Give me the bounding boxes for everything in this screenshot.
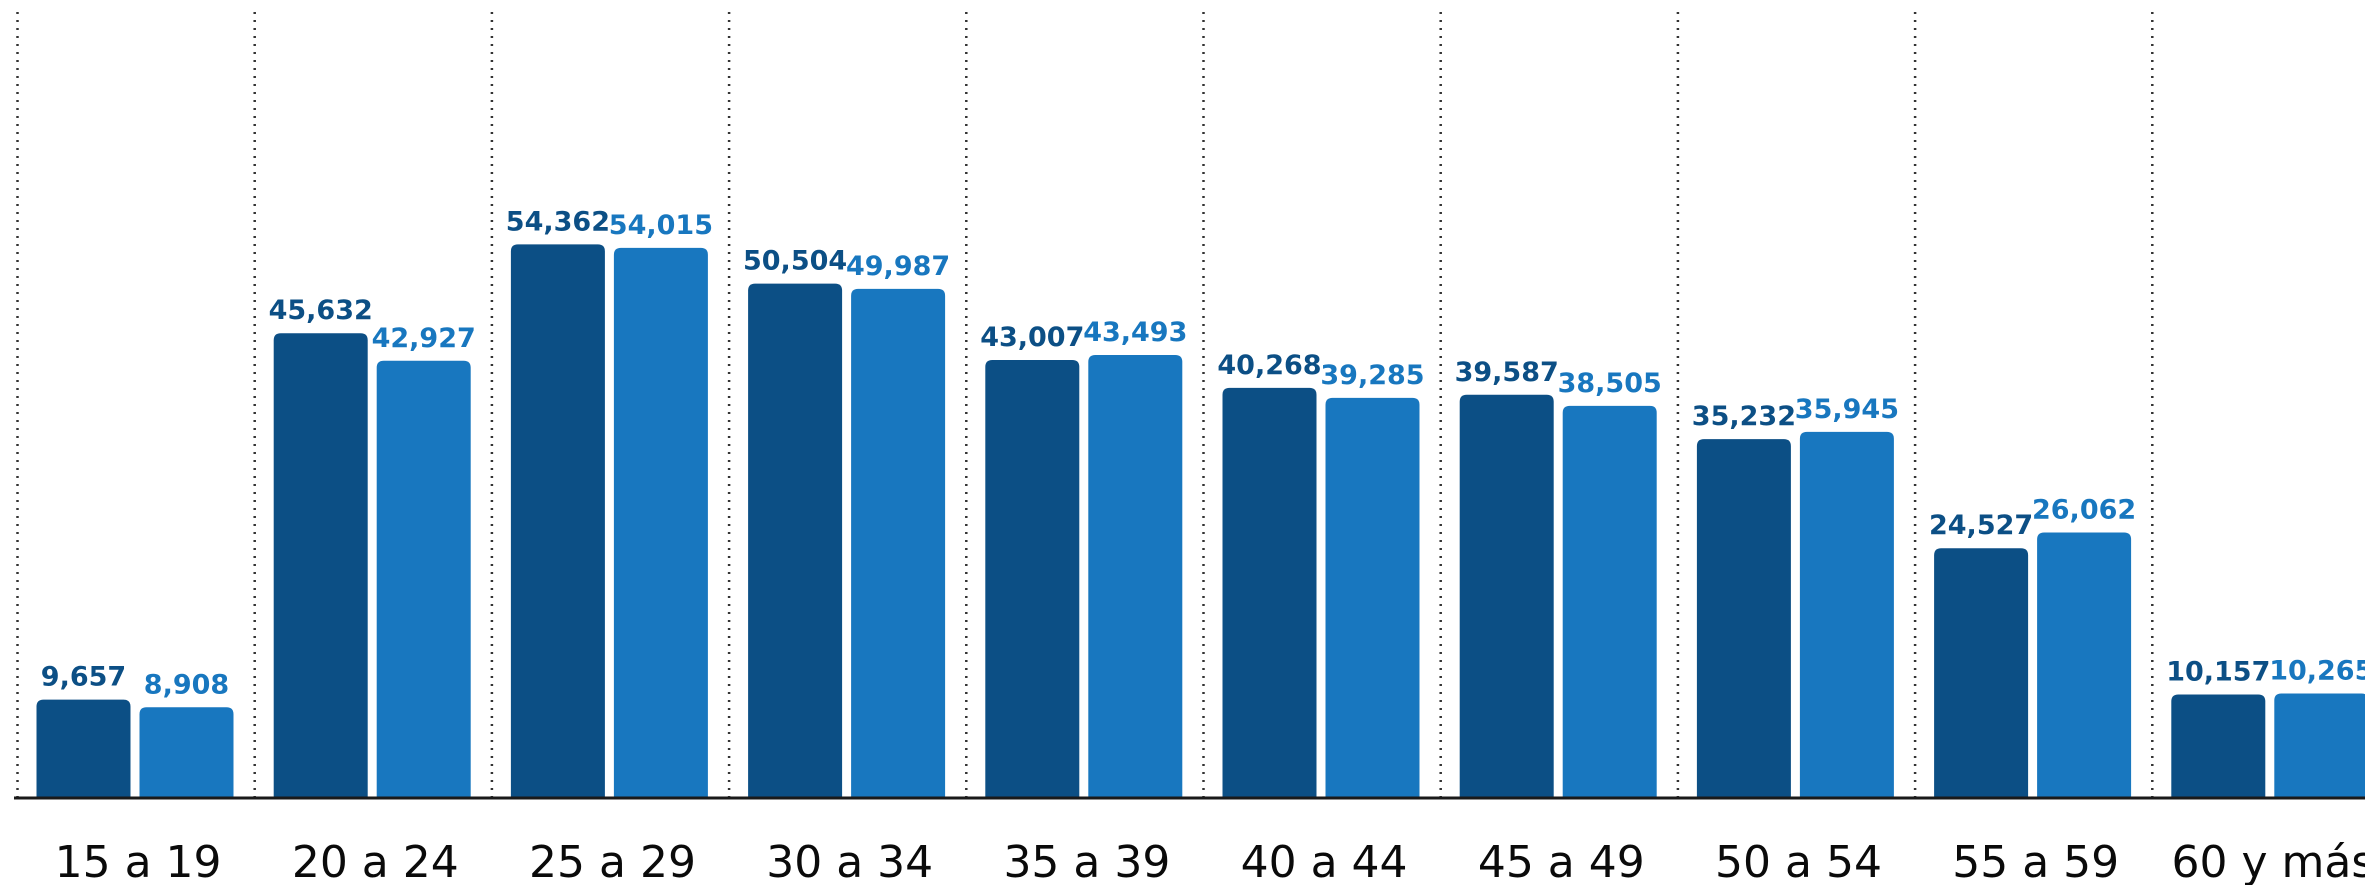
bar-series-1 — [748, 283, 843, 798]
bar-series-1 — [36, 699, 131, 798]
value-label-series-2: 54,015 — [609, 210, 713, 241]
bar-series-1 — [510, 244, 605, 799]
category-label: 15 a 19 — [55, 837, 222, 885]
bar-series-2 — [2037, 532, 2132, 798]
value-label-series-1: 54,362 — [506, 206, 610, 237]
value-label-series-1: 43,007 — [980, 322, 1084, 353]
bar-series-2 — [851, 288, 946, 798]
value-label-series-2: 49,987 — [846, 251, 950, 282]
category-label: 20 a 24 — [292, 837, 459, 885]
value-label-series-2: 42,927 — [372, 323, 476, 354]
bar-series-1 — [1459, 394, 1554, 798]
bar-series-2 — [139, 707, 234, 798]
value-label-series-1: 40,268 — [1217, 350, 1321, 381]
bar-series-1 — [273, 333, 368, 798]
value-label-series-1: 10,157 — [2166, 657, 2270, 688]
value-label-series-2: 43,493 — [1083, 317, 1187, 348]
value-label-series-2: 38,505 — [1558, 368, 1662, 399]
value-label-series-2: 39,285 — [1320, 360, 1424, 391]
category-label: 45 a 49 — [1478, 837, 1645, 885]
bar-series-2 — [2274, 693, 2365, 798]
value-label-series-2: 35,945 — [1795, 394, 1899, 425]
bar-series-2 — [613, 247, 708, 798]
category-label: 50 a 54 — [1715, 837, 1882, 885]
category-label: 25 a 29 — [529, 837, 696, 885]
value-label-series-1: 35,232 — [1692, 401, 1796, 432]
bar-series-1 — [2171, 694, 2266, 798]
category-label: 40 a 44 — [1241, 837, 1408, 885]
value-label-series-1: 24,527 — [1929, 510, 2033, 541]
category-labels-group: 15 a 19 20 a 24 25 a 29 30 a 34 35 a 39 40 a … — [55, 837, 2365, 885]
value-label-series-1: 45,632 — [269, 295, 373, 326]
value-label-series-1: 50,504 — [743, 246, 847, 277]
bar-series-2 — [1088, 355, 1183, 798]
category-label: 55 a 59 — [1952, 837, 2119, 885]
value-label-series-1: 39,587 — [1455, 357, 1559, 388]
value-label-series-1: 9,657 — [41, 662, 126, 693]
bar-series-2 — [1799, 431, 1894, 798]
bar-series-1 — [1696, 439, 1791, 798]
category-label: 60 y más — [2172, 837, 2365, 885]
value-label-series-2: 10,265 — [2269, 655, 2365, 686]
category-label: 30 a 34 — [766, 837, 933, 885]
category-separators — [16, 12, 2154, 798]
bar-series-1 — [1934, 548, 2029, 798]
bar-series-2 — [1325, 397, 1420, 798]
bars-group — [36, 244, 2365, 799]
value-label-series-2: 8,908 — [144, 669, 229, 700]
value-label-series-2: 26,062 — [2032, 495, 2136, 526]
bar-series-2 — [376, 360, 471, 798]
bar-series-1 — [1222, 387, 1317, 798]
bar-series-1 — [985, 359, 1080, 798]
category-label: 35 a 39 — [1003, 837, 1170, 885]
bar-series-2 — [1562, 405, 1657, 798]
